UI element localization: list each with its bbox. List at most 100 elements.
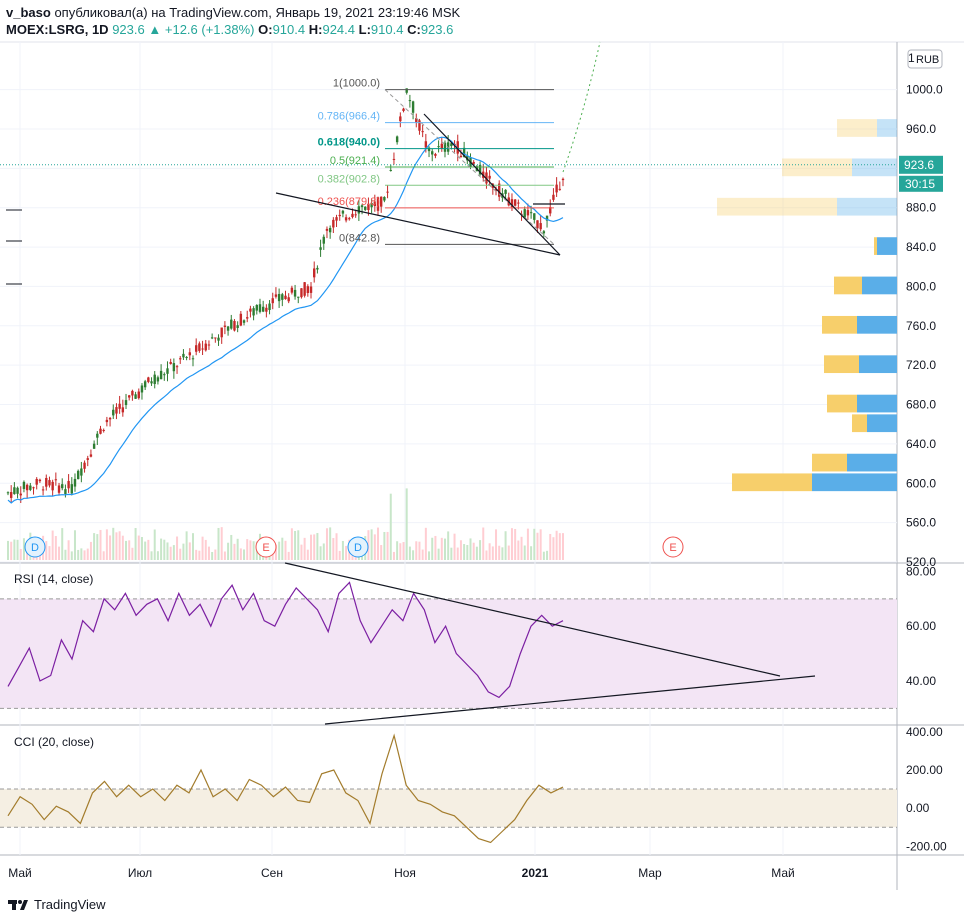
- fib-level-label: 0(842.8): [339, 232, 380, 244]
- volume-bar: [77, 549, 80, 560]
- volume-profile-up-bar: [852, 158, 897, 177]
- candle-body: [418, 120, 421, 131]
- volume-profile-up-bar: [877, 237, 897, 255]
- volume-bar: [389, 493, 392, 560]
- candle-body: [115, 407, 118, 414]
- volume-bar: [166, 542, 169, 560]
- fib-level-label: 1(1000.0): [333, 78, 380, 90]
- price-tick-label: 680.0: [906, 398, 936, 412]
- candle-body: [258, 304, 262, 312]
- volume-bar: [306, 549, 309, 560]
- candle-body: [517, 202, 520, 204]
- volume-bar: [112, 527, 115, 560]
- currency-label[interactable]: RUB: [916, 54, 939, 66]
- candle-body: [236, 325, 239, 328]
- volume-bar: [230, 534, 233, 560]
- candle-body: [233, 320, 236, 331]
- projection-line[interactable]: [562, 41, 601, 173]
- footer-brand[interactable]: TradingView: [34, 896, 106, 912]
- volume-bar: [408, 546, 411, 560]
- volume-bar: [281, 537, 284, 560]
- cci-tick-label: 0.00: [906, 801, 930, 815]
- candle-body: [131, 390, 134, 396]
- volume-bar: [402, 542, 405, 560]
- candle-body: [67, 480, 70, 489]
- volume-bar: [246, 539, 249, 560]
- candle-body: [38, 479, 42, 482]
- candle-body: [217, 337, 220, 341]
- x-tick-label: 2021: [522, 866, 549, 880]
- candle-body: [287, 297, 290, 302]
- publish-text: опубликовал(а) на TradingView.com, Январ…: [54, 5, 461, 20]
- volume-bar: [93, 533, 96, 560]
- candle-body: [504, 189, 507, 194]
- candle-body: [277, 293, 281, 302]
- candle-body: [156, 377, 160, 382]
- volume-bar: [479, 540, 482, 560]
- volume-bar: [520, 536, 523, 560]
- fib-trend-line[interactable]: [384, 89, 555, 245]
- candle-body: [354, 214, 357, 216]
- rsi-lower-trendline[interactable]: [324, 675, 816, 725]
- volume-bar: [284, 540, 287, 560]
- volume-bar: [144, 541, 147, 560]
- volume-bar: [482, 527, 485, 560]
- volume-bar: [466, 545, 469, 560]
- earnings-marker-label: E: [262, 542, 269, 554]
- volume-bar: [252, 541, 255, 560]
- dividend-marker[interactable]: [347, 536, 369, 558]
- candle-body: [319, 247, 322, 250]
- volume-bar: [386, 531, 389, 560]
- x-tick-label: Ноя: [394, 866, 416, 880]
- volume-bar: [399, 543, 402, 560]
- volume-profile-up-bar: [812, 473, 897, 492]
- candle-body: [83, 462, 86, 469]
- candle-body: [427, 147, 431, 152]
- volume-bar: [83, 550, 86, 560]
- wedge-lower-trendline[interactable]: [275, 192, 561, 256]
- volume-bar: [153, 529, 156, 560]
- price-tick-label: 520.0: [906, 555, 936, 569]
- last-price-badge: [899, 155, 943, 174]
- high-label: H:: [308, 22, 323, 37]
- candle-body: [207, 344, 211, 346]
- volume-bar: [510, 528, 513, 560]
- candle-body: [64, 489, 67, 494]
- candle-body: [112, 409, 115, 416]
- symbol-label[interactable]: MOEX:LSRG, 1D: [6, 22, 109, 37]
- candle-body: [545, 215, 549, 221]
- currency-button[interactable]: [907, 49, 943, 69]
- candle-body: [367, 203, 370, 211]
- volume-bar: [278, 541, 281, 560]
- candle-body: [265, 307, 268, 312]
- rsi-upper-trendline[interactable]: [284, 562, 781, 677]
- volume-bar: [227, 542, 230, 560]
- volume-bar: [182, 543, 185, 560]
- volume-bar: [546, 550, 549, 560]
- candle-body: [290, 287, 294, 293]
- volume-bar: [415, 541, 418, 560]
- symbol-legend: MOEX:LSRG, 1D 923.6 ▲ +12.6 (+1.38%) O:9…: [6, 22, 453, 37]
- wedge-upper-trendline[interactable]: [423, 113, 561, 256]
- earnings-marker[interactable]: [662, 536, 684, 558]
- candle-body: [450, 143, 453, 147]
- volume-bar: [533, 528, 536, 560]
- candle-body: [201, 348, 204, 350]
- open-label: O:: [258, 22, 273, 37]
- volume-profile-up-bar: [877, 119, 897, 137]
- candle-body: [249, 308, 252, 312]
- x-tick-label: Сен: [261, 866, 283, 880]
- dividend-marker[interactable]: [24, 536, 46, 558]
- candle-body: [45, 477, 48, 487]
- volume-bar: [176, 536, 179, 560]
- volume-bar: [329, 527, 332, 560]
- username[interactable]: v_baso: [6, 5, 51, 20]
- volume-bar: [51, 530, 54, 560]
- volume-bar: [303, 537, 306, 560]
- price-tick-label: 1: [908, 51, 915, 65]
- volume-bar: [70, 551, 73, 560]
- volume-bar: [169, 546, 172, 560]
- earnings-marker[interactable]: [255, 536, 277, 558]
- candle-body: [376, 197, 380, 211]
